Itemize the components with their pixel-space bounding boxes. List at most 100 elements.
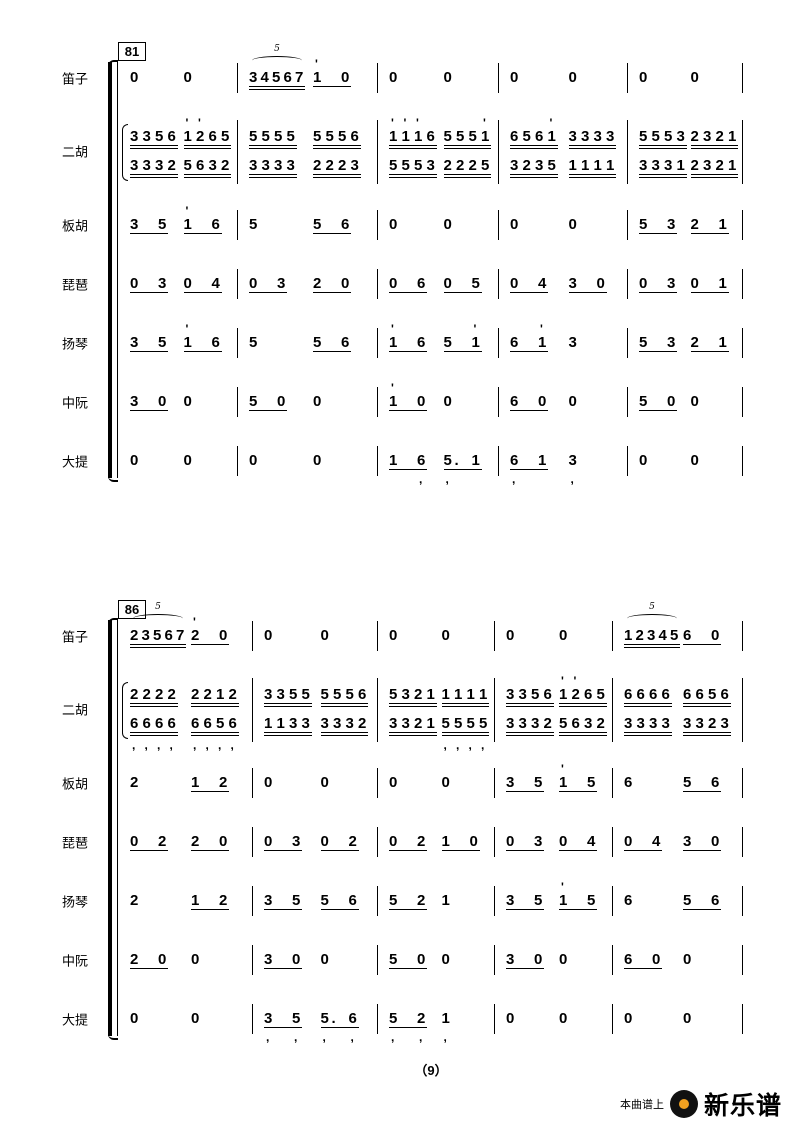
note: 2	[203, 686, 212, 703]
beat-group: 5 0	[249, 394, 287, 411]
note: 1 '	[183, 204, 192, 233]
low-octave-dot: ,	[468, 738, 472, 752]
note: 6	[350, 128, 359, 145]
beat-group: 3, 5,	[264, 1011, 302, 1043]
note: 0	[469, 833, 478, 850]
note: 6	[167, 128, 176, 145]
note: 5	[313, 216, 322, 233]
beat-group: 5, 5, 5, 5,	[441, 715, 489, 752]
low-octave-dot: ,	[157, 738, 161, 752]
beat-group: 3 0	[130, 394, 168, 411]
note: 1	[624, 627, 633, 644]
note: 0	[130, 275, 139, 292]
note: 0	[690, 275, 699, 292]
note: 6	[417, 275, 426, 292]
low-octave-dot: ,	[132, 738, 136, 752]
beat-group: 3 3 3 2	[130, 158, 178, 178]
barline	[494, 678, 495, 742]
note: 0	[443, 393, 452, 410]
note: 6	[283, 69, 292, 86]
barline	[742, 387, 743, 417]
beat-group: 0	[683, 952, 693, 967]
high-octave-dot: '	[561, 674, 564, 688]
note: 1	[264, 715, 273, 732]
beat-group: 1 ' 2 ' 6 5	[559, 675, 607, 707]
note: 1	[454, 686, 463, 703]
beat-group: 1	[442, 893, 452, 908]
note: 6	[584, 686, 593, 703]
tuplet-number: 5	[155, 602, 161, 612]
barline	[742, 63, 743, 93]
beat-group: 2 2 2 3	[313, 158, 361, 178]
instrument-label-dizi: 笛子	[61, 630, 88, 646]
barline	[237, 63, 238, 93]
barline	[377, 678, 378, 742]
note: 2	[715, 157, 724, 174]
beat-group: 0	[510, 70, 520, 85]
barline	[498, 63, 499, 93]
note: 5	[651, 128, 660, 145]
beat-group: 5 3 2 1	[389, 687, 437, 707]
barline	[498, 269, 499, 299]
beat-group: 1 ' 2 ' 6 5	[183, 116, 231, 149]
instrument-label-dizi: 笛子	[61, 72, 88, 88]
barline	[742, 768, 743, 798]
low-octave-dot: ,	[481, 738, 485, 752]
note: 0	[292, 951, 301, 968]
note: 5	[596, 686, 605, 703]
note: 0	[320, 627, 329, 644]
beat-group: 0 3	[506, 834, 544, 851]
note: 0	[652, 951, 661, 968]
note: 3	[506, 892, 515, 909]
note: 5	[401, 157, 410, 174]
beat-group: 6 6 6 6	[624, 687, 672, 707]
note: 2	[414, 715, 423, 732]
note: 3	[535, 157, 544, 174]
note: 5,	[454, 715, 463, 752]
note: 0	[417, 393, 426, 410]
note: 1 '	[183, 116, 192, 145]
note: 0	[130, 833, 139, 850]
barline	[612, 886, 613, 916]
note: 5	[249, 216, 258, 233]
note: 5	[221, 128, 230, 145]
note: 2	[219, 892, 228, 909]
tuplet-arc	[252, 56, 302, 65]
note: 7	[295, 69, 304, 86]
high-octave-dot: '	[473, 322, 477, 336]
beat-group: 5	[249, 217, 259, 232]
note: 1	[718, 216, 727, 233]
note: 0	[624, 1010, 633, 1027]
note: 3	[301, 715, 310, 732]
beat-group: 0 4	[510, 276, 548, 293]
beat-group: 5	[249, 335, 259, 350]
beat-group: 2 2 2 2	[130, 687, 178, 707]
note: 1 '	[389, 116, 398, 145]
note: 0	[158, 951, 167, 968]
instrument-label-zhongruan: 中阮	[61, 396, 88, 412]
note: 1	[466, 686, 475, 703]
note: 2	[142, 686, 151, 703]
note: 1	[441, 686, 450, 703]
low-octave-dot: ,	[391, 1030, 395, 1044]
beat-group: 1 2	[191, 893, 229, 910]
beat-group: 3 2 3 5	[510, 158, 558, 178]
note: 3	[606, 128, 615, 145]
tuplet-arc	[133, 614, 183, 623]
note: 0	[264, 774, 273, 791]
beat-group: 3 5	[506, 893, 544, 910]
beat-group: 2 3 2 1	[690, 129, 738, 149]
note: 5	[468, 128, 477, 145]
note: 2	[130, 686, 139, 703]
beat-group: 2 0	[313, 276, 351, 293]
beat-group: 2 ' 0	[191, 616, 229, 645]
note: 6	[341, 216, 350, 233]
beat-group: 3 0	[568, 276, 607, 293]
note: 5	[261, 128, 270, 145]
barline	[377, 269, 378, 299]
beat-group: 0	[569, 394, 579, 409]
note: 5	[664, 128, 673, 145]
barline	[498, 387, 499, 417]
barline	[252, 827, 253, 857]
beat-group: 1 1 1 1	[568, 158, 616, 178]
